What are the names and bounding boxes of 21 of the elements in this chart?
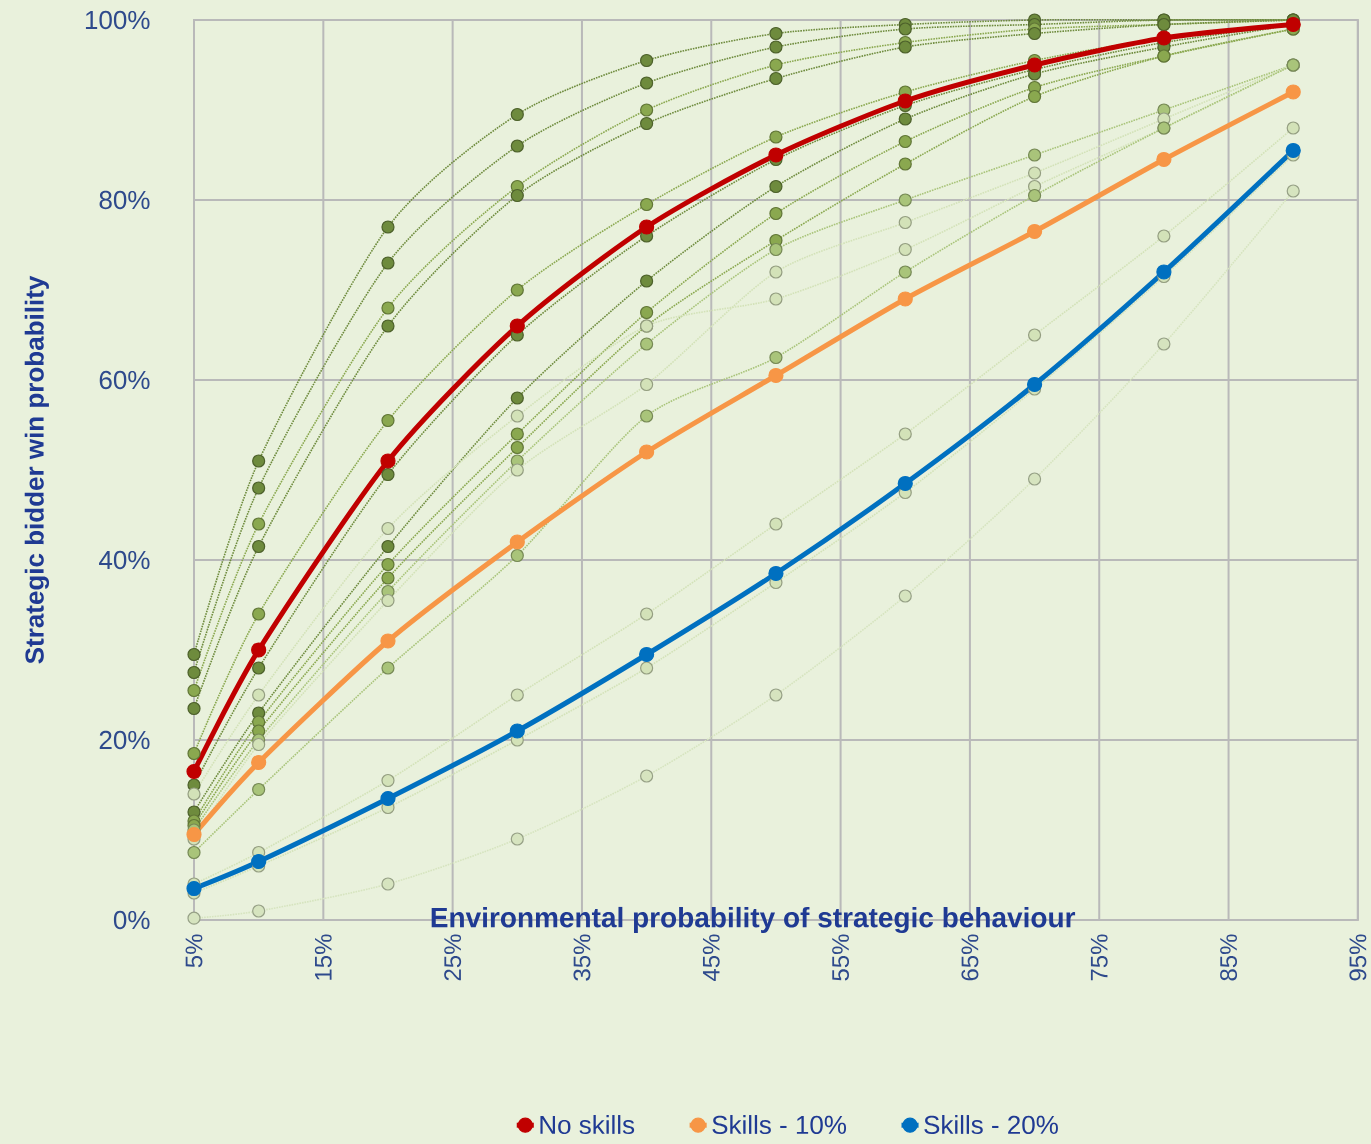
- y-tick-label: 0%: [113, 910, 150, 930]
- y-tick-label: 80%: [99, 190, 150, 210]
- x-tick-label: 55%: [832, 934, 850, 981]
- x-tick-label: 65%: [961, 934, 979, 981]
- x-tick-label: 45%: [702, 934, 720, 982]
- y-tick-label: 100%: [85, 10, 150, 30]
- legend-label: Skills - 20%: [924, 1115, 1058, 1135]
- x-tick-label: 5%: [185, 934, 203, 968]
- x-tick-label: 95%: [1349, 934, 1367, 981]
- y-axis-title: Strategic bidder win probability: [24, 275, 50, 664]
- x-tick-label: 85%: [1220, 934, 1238, 981]
- y-tick-label: 20%: [99, 730, 150, 750]
- x-tick-label: 75%: [1090, 934, 1108, 981]
- y-tick-label: 40%: [99, 550, 150, 570]
- legend-label: No skills: [540, 1115, 635, 1135]
- legend-label: Skills - 10%: [712, 1115, 847, 1135]
- x-tick-label: 25%: [444, 934, 462, 981]
- y-tick-label: 60%: [99, 370, 150, 390]
- x-tick-label: 35%: [573, 934, 591, 981]
- x-tick-label: 15%: [314, 934, 332, 980]
- x-axis-title: Environmental probability of strategic behaviour: [431, 906, 1076, 934]
